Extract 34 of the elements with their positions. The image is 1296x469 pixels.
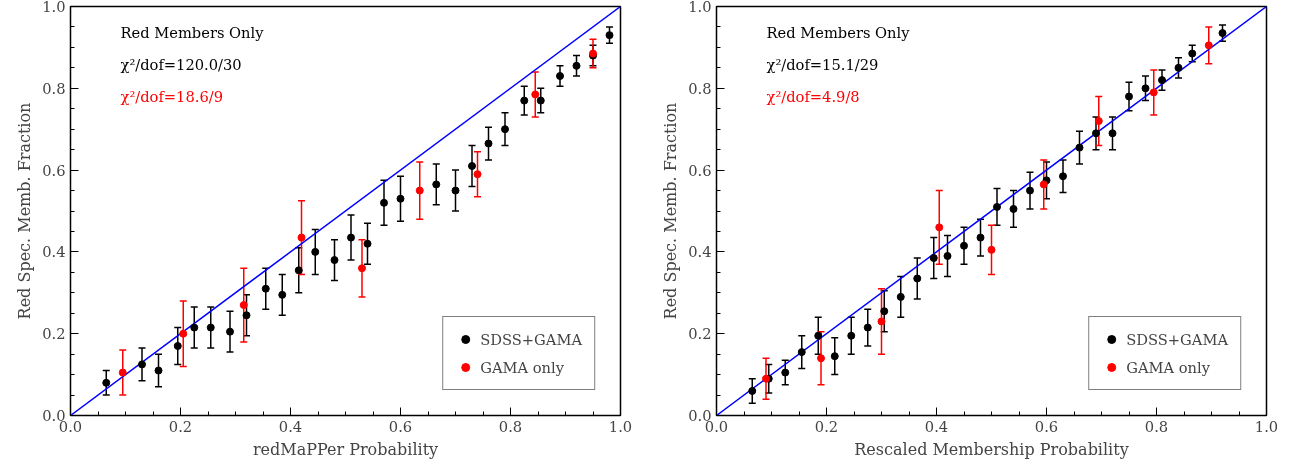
x-axis-title: Rescaled Membership Probability [854, 439, 1129, 459]
annotation: χ²/dof=15.1/29 [766, 55, 879, 73]
annotation: χ²/dof=120.0/30 [120, 55, 242, 73]
y-tick-label: 0.4 [688, 243, 712, 261]
x-tick-label: 0.4 [278, 417, 303, 435]
annotation: Red Members Only [120, 23, 265, 41]
y-tick-label: 0.4 [42, 243, 66, 261]
x-axis-title: redMaPPer Probability [252, 439, 439, 459]
annotation: χ²/dof=4.9/8 [766, 87, 860, 105]
y-tick-label: 0.2 [42, 325, 66, 343]
annotation: Red Members Only [766, 23, 911, 41]
y-tick-label: 0.6 [42, 161, 66, 179]
legend-label: GAMA only [480, 358, 564, 376]
x-tick-label: 0.2 [168, 417, 193, 435]
x-tick-label: 0.4 [924, 417, 949, 435]
y-tick-label: 0.8 [42, 79, 66, 97]
x-tick-label: 0.6 [388, 417, 413, 435]
x-tick-label: 0.8 [1144, 417, 1169, 435]
x-tick-label: 0.2 [814, 417, 839, 435]
legend-label: GAMA only [1126, 358, 1210, 376]
y-tick-label: 0.8 [688, 79, 712, 97]
y-tick-label: 0.6 [688, 161, 712, 179]
legend-label: SDSS+GAMA [1126, 330, 1228, 348]
y-axis-title: Red Spec. Memb. Fraction [661, 102, 681, 320]
x-tick-label: 1.0 [1254, 417, 1279, 435]
y-tick-label: 1.0 [42, 0, 66, 15]
legend-label: SDSS+GAMA [480, 330, 582, 348]
x-tick-label: 0.6 [1034, 417, 1059, 435]
y-axis-title: Red Spec. Memb. Fraction [15, 102, 35, 320]
annotation: χ²/dof=18.6/9 [120, 87, 224, 105]
y-tick-label: 1.0 [688, 0, 712, 15]
x-tick-label: 0.8 [498, 417, 523, 435]
y-tick-label: 0.2 [688, 325, 712, 343]
x-tick-label: 1.0 [608, 417, 633, 435]
